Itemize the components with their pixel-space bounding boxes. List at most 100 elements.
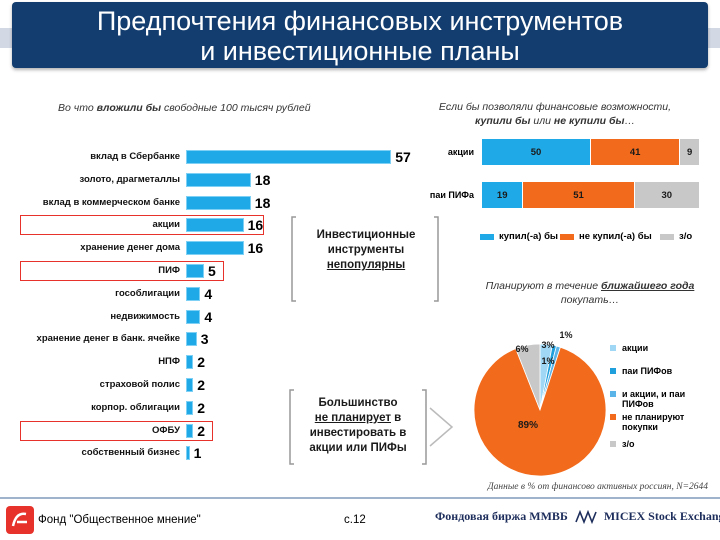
pie-chart-title: Планируют в течение ближайшего года поку… bbox=[485, 280, 695, 306]
bar-category-label: НПФ bbox=[158, 356, 180, 368]
bar-value-label: 4 bbox=[204, 285, 213, 302]
stacked-category-label: акции bbox=[447, 147, 474, 157]
pie-slice bbox=[515, 343, 541, 411]
bar-category-label: вклад в Сбербанке bbox=[90, 151, 180, 162]
bar-value-label: 16 bbox=[247, 240, 264, 257]
bar-value-label: 16 bbox=[247, 217, 264, 234]
bar-value-label: 2 bbox=[197, 377, 205, 393]
title-band: Предпочтения финансовых инструментов и и… bbox=[0, 0, 720, 72]
pie-value-label: 1% bbox=[559, 330, 572, 340]
bar-category-label: золото, драгметаллы bbox=[79, 173, 180, 185]
page-number: с.12 bbox=[344, 514, 366, 526]
bar-value-label: 4 bbox=[204, 308, 213, 325]
pie-value-label: 1% bbox=[541, 356, 554, 366]
bar-value-label: 1 bbox=[193, 445, 202, 462]
footer-org: Фонд "Общественное мнение" bbox=[38, 514, 201, 526]
legend-swatch bbox=[610, 441, 616, 447]
micex-logo-icon bbox=[575, 510, 597, 525]
callout-unpopular: Инвестиционные инструменты непопулярны bbox=[316, 229, 416, 271]
bar bbox=[186, 332, 197, 347]
bar bbox=[186, 172, 251, 187]
bar-category-label: вклад в коммерческом банке bbox=[42, 196, 180, 208]
highlight-box bbox=[20, 215, 264, 236]
bar bbox=[186, 378, 194, 392]
bar-value-label: 5 bbox=[208, 263, 216, 279]
bar-value-label: 2 bbox=[197, 422, 205, 439]
stacked-legend-item: з/о bbox=[660, 231, 692, 242]
pie-slice bbox=[473, 346, 607, 477]
bar-category-label: страховой полис bbox=[99, 379, 180, 390]
pie-legend-item: акции bbox=[610, 343, 714, 353]
stacked-segment: 51 bbox=[523, 182, 635, 208]
source-note: Данные в % от финансово активных россиян… bbox=[487, 482, 708, 492]
bar-value-label: 57 bbox=[395, 149, 411, 165]
legend-label: паи ПИФов bbox=[622, 366, 673, 376]
legend-label: не планируют покупки bbox=[622, 412, 685, 432]
bar-category-label: ПИФ bbox=[158, 265, 180, 276]
legend-label: акции bbox=[622, 343, 649, 353]
bar bbox=[186, 264, 204, 278]
title-box bbox=[12, 2, 708, 68]
callout2-bracket bbox=[289, 389, 454, 465]
pie-legend-item: не планируют покупки bbox=[610, 412, 714, 432]
legend-swatch bbox=[610, 345, 616, 351]
bar bbox=[186, 150, 392, 164]
legend-label: и акции, и паи ПИФов bbox=[622, 389, 686, 409]
legend-swatch bbox=[610, 391, 616, 397]
slide-title-line2: и инвестиционные планы bbox=[200, 36, 520, 66]
bar bbox=[186, 400, 194, 415]
bar bbox=[186, 309, 201, 324]
bar bbox=[186, 241, 244, 256]
bar-value-label: 2 bbox=[197, 399, 205, 416]
highlight-box bbox=[20, 261, 224, 281]
pie-value-label: 3% bbox=[541, 340, 554, 350]
plans-pie-chart: 3% 1% 1% 89% 6% bbox=[473, 330, 607, 477]
bar-category-label: собственный бизнес bbox=[81, 447, 180, 459]
stacked-legend-item: купил(-а) бы bbox=[480, 231, 558, 242]
stacked-segment: 30 bbox=[634, 182, 700, 208]
bar-category-label: акции bbox=[152, 219, 180, 231]
legend-swatch bbox=[480, 233, 494, 240]
exchange-logo: Фондовая биржа ММВБ MICEX Stock Exchange bbox=[435, 509, 720, 525]
pie-value-label: 89% bbox=[518, 420, 538, 431]
pie-value-label: 6% bbox=[515, 344, 528, 354]
bar-category-label: гособлигации bbox=[115, 287, 180, 299]
pie-legend-item: и акции, и паи ПИФов bbox=[610, 389, 714, 409]
bar-category-label: хранение денег в банк. ячейке bbox=[36, 333, 180, 345]
bar-category-label: хранение денег дома bbox=[80, 242, 180, 254]
bar bbox=[186, 423, 194, 438]
bar-value-label: 2 bbox=[197, 354, 205, 371]
stacked-category-label: паи ПИФа bbox=[429, 190, 474, 200]
stacked-segment: 9 bbox=[680, 139, 700, 165]
legend-label: з/о bbox=[679, 231, 693, 242]
legend-label: з/о bbox=[622, 439, 635, 449]
stacked-legend-item: не купил(-а) бы bbox=[560, 231, 652, 242]
footer-divider bbox=[0, 497, 720, 499]
stacked-segment: 19 bbox=[482, 182, 524, 208]
slide-title-line1: Предпочтения финансовых инструментов bbox=[96, 6, 624, 36]
bar-value-label: 18 bbox=[254, 171, 271, 188]
stacked-segment: 41 bbox=[591, 139, 681, 165]
stacked-segment: 50 bbox=[482, 139, 591, 165]
bar-value-label: 3 bbox=[200, 331, 209, 348]
fom-logo-icon bbox=[6, 506, 34, 534]
bar-category-label: ОФБУ bbox=[152, 424, 180, 436]
bar bbox=[186, 286, 201, 301]
legend-swatch bbox=[560, 233, 574, 240]
legend-label: купил(-а) бы bbox=[499, 231, 559, 242]
callout1-bracket bbox=[291, 216, 439, 302]
bar bbox=[186, 218, 244, 233]
bar bbox=[186, 355, 194, 370]
highlight-box bbox=[20, 420, 214, 441]
pie-legend-item: паи ПИФов bbox=[610, 366, 714, 376]
legend-label: не купил(-а) бы bbox=[579, 231, 652, 242]
bar-category-label: недвижимость bbox=[110, 310, 180, 322]
bar-category-label: корпор. облигации bbox=[91, 401, 180, 413]
stacked-chart-title: Если бы позволяли финансовые возможности… bbox=[438, 101, 672, 127]
bar bbox=[186, 195, 251, 210]
left-chart-title: Во что вложили бы свободные 100 тысяч ру… bbox=[58, 102, 311, 114]
legend-swatch bbox=[610, 414, 616, 420]
callout-no-plans: Большинство не планирует в инвестировать… bbox=[309, 397, 407, 454]
pie-legend-item: з/о bbox=[610, 439, 714, 449]
legend-swatch bbox=[660, 233, 674, 240]
